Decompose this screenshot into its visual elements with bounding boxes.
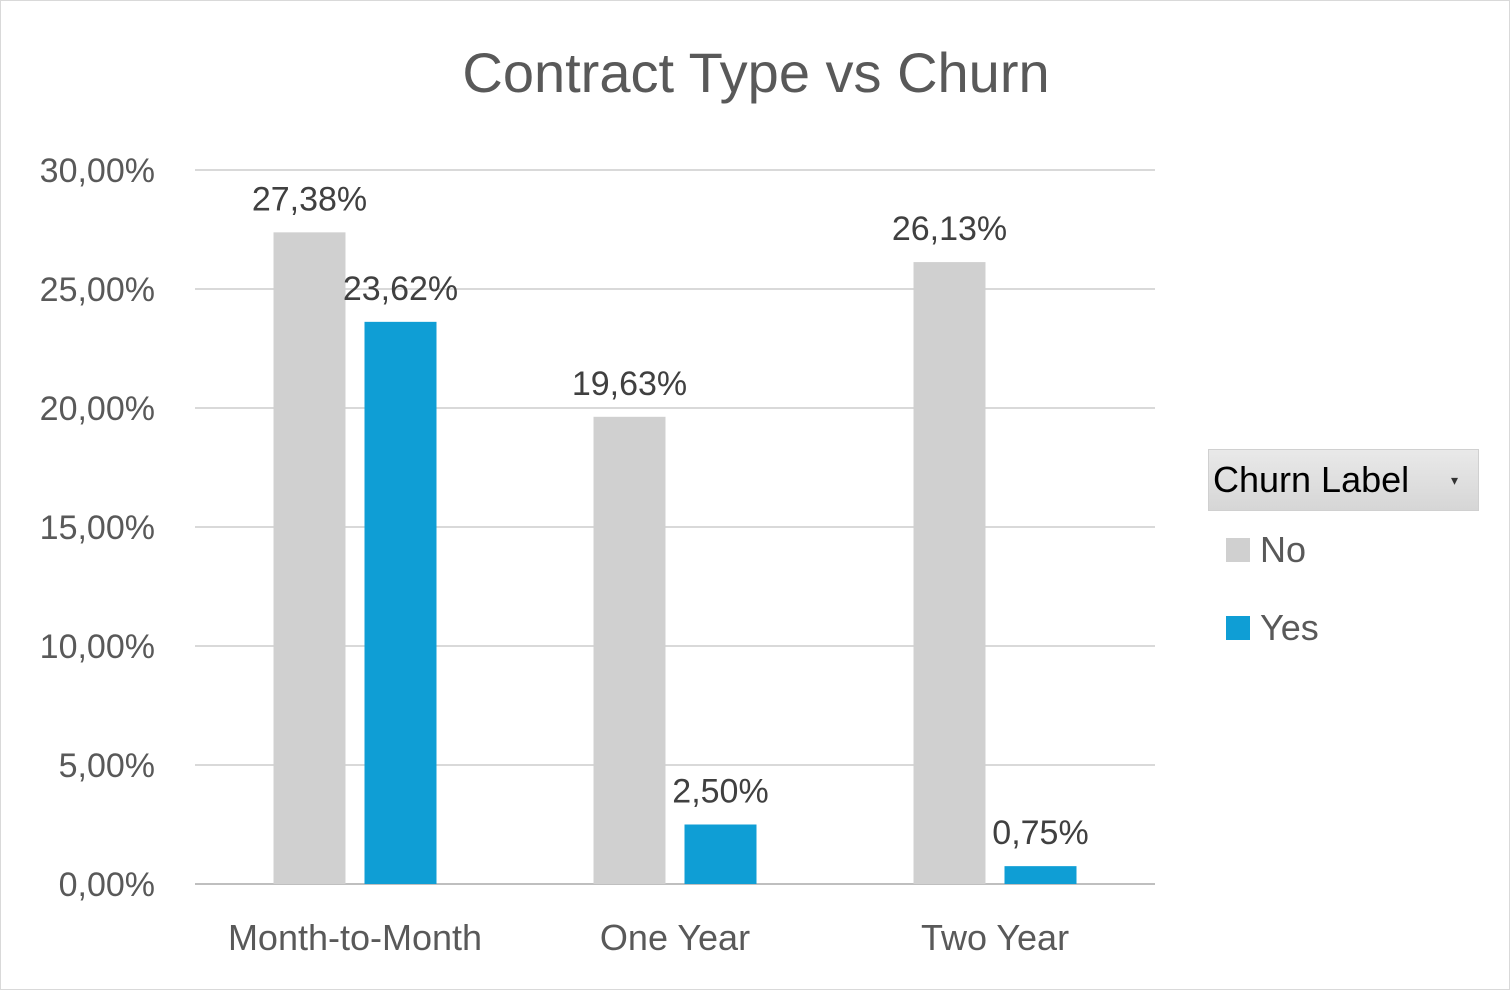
bar-yes [684,824,757,884]
bar-yes [364,321,437,884]
y-tick-label: 5,00% [59,747,155,785]
y-tick-label: 0,00% [59,866,155,904]
data-label: 26,13% [892,210,1007,248]
legend-title: Churn Label [1213,459,1410,500]
y-tick-label: 10,00% [40,628,155,666]
data-label: 2,50% [672,773,768,811]
data-label: 0,75% [992,814,1088,852]
bar-no [913,262,986,885]
legend-item-no: No [1208,511,1479,589]
bar-yes [1004,866,1077,884]
data-label: 27,38% [252,180,367,218]
legend-swatch-no [1226,538,1250,562]
data-label: 19,63% [572,365,687,403]
legend-filter-button[interactable]: Churn Label ▾ [1208,449,1479,511]
legend-swatch-yes [1226,616,1250,640]
legend-label-no: No [1260,529,1307,570]
x-tick-label: One Year [600,917,750,958]
y-tick-label: 25,00% [40,271,155,309]
chart-title: Contract Type vs Churn [462,41,1050,104]
x-tick-label: Two Year [921,917,1069,958]
y-tick-label: 15,00% [40,509,155,547]
data-label: 23,62% [343,270,458,308]
bar-no [593,416,666,884]
y-tick-label: 20,00% [40,390,155,428]
legend: Churn Label ▾ No Yes [1208,449,1479,667]
y-tick-label: 30,00% [40,152,155,190]
chevron-down-icon[interactable]: ▾ [1450,471,1458,488]
legend-label-yes: Yes [1260,607,1319,648]
x-tick-label: Month-to-Month [228,917,482,958]
legend-item-yes: Yes [1208,589,1479,667]
bar-no [273,232,346,884]
